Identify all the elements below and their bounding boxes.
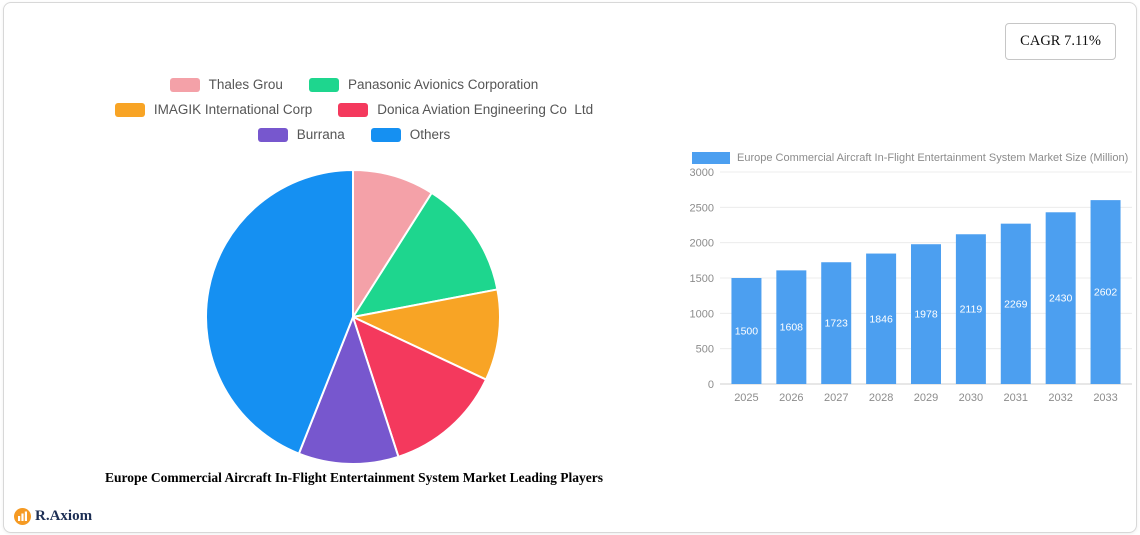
bar-legend-swatch-icon (692, 152, 730, 164)
bar[interactable] (776, 270, 807, 384)
y-axis-tick-label: 2500 (690, 202, 714, 214)
pie-legend: Thales Grou Panasonic Avionics Corporatio… (64, 77, 644, 142)
bar[interactable] (1045, 212, 1076, 384)
x-axis-tick-label: 2025 (734, 392, 758, 404)
pie-legend-item[interactable]: Burrana (257, 127, 345, 142)
pie-legend-label: IMAGIK International Corp (153, 102, 313, 117)
pie-chart (205, 169, 502, 466)
pie-legend-item[interactable]: IMAGIK International Corp (114, 102, 313, 117)
bar-value-label: 1500 (735, 326, 759, 338)
pie-legend-swatch-icon (338, 102, 369, 117)
pie-legend-item[interactable]: Thales Grou (169, 77, 283, 92)
pie-legend-item[interactable]: Panasonic Avionics Corporation (308, 77, 539, 92)
y-axis-tick-label: 0 (708, 379, 714, 391)
bar[interactable] (866, 253, 897, 384)
bar-value-label: 2430 (1049, 293, 1073, 305)
bar-value-label: 2602 (1094, 287, 1118, 299)
pie-slice[interactable] (352, 288, 502, 381)
pie-slice[interactable] (352, 169, 433, 318)
pie-legend-label: Donica Aviation Engineering Co Ltd (377, 102, 594, 117)
bar-value-label: 2119 (960, 304, 983, 316)
pie-legend-swatch-icon (257, 127, 288, 142)
pie-slice[interactable] (205, 169, 354, 455)
pie-legend-label: Others (409, 127, 451, 142)
pie-legend-label: Burrana (296, 127, 345, 142)
x-axis-tick-label: 2027 (824, 392, 848, 404)
brand-logo: R.Axiom (14, 508, 92, 525)
pie-legend-label: Panasonic Avionics Corporation (347, 77, 539, 92)
bar[interactable] (1000, 223, 1031, 384)
pie-slice[interactable] (352, 316, 488, 458)
bar-legend-label: Europe Commercial Aircraft In-Flight Ent… (737, 152, 1129, 164)
chart-card: CAGR 7.11% Thales Grou Panasonic Avionics… (3, 2, 1137, 533)
bar-value-label: 1608 (780, 322, 804, 334)
brand-icon (14, 508, 31, 525)
bar-chart: 0 500 1000 1500 2000 2500 3000 1500 2025 1608 2026… (690, 167, 1132, 404)
bar-value-label: 1978 (914, 309, 938, 321)
bar[interactable] (911, 244, 941, 384)
x-axis-tick-label: 2030 (959, 392, 983, 404)
x-axis-tick-label: 2026 (779, 392, 803, 404)
x-axis-tick-label: 2032 (1048, 392, 1072, 404)
bar[interactable] (1090, 200, 1121, 384)
pie-legend-swatch-icon (114, 102, 145, 117)
x-axis-tick-label: 2031 (1004, 392, 1028, 404)
pie-slice[interactable] (297, 316, 400, 466)
pie-legend-item[interactable]: Others (370, 127, 451, 142)
bar[interactable] (955, 234, 986, 384)
y-axis-tick-label: 3000 (690, 167, 714, 179)
bar-value-label: 1723 (825, 318, 849, 330)
y-axis-tick-label: 1000 (690, 308, 714, 320)
bar-legend[interactable]: Europe Commercial Aircraft In-Flight Ent… (692, 152, 1128, 164)
pie-chart-title: Europe Commercial Aircraft In-Flight Ent… (105, 470, 603, 485)
x-axis-tick-label: 2029 (914, 392, 938, 404)
brand-name: R.Axiom (35, 508, 93, 524)
pie-legend-swatch-icon (308, 77, 339, 92)
y-axis-tick-label: 500 (696, 344, 714, 356)
x-axis-tick-label: 2033 (1093, 392, 1117, 404)
y-axis-tick-label: 2000 (690, 238, 714, 250)
pie-legend-swatch-icon (169, 77, 200, 92)
pie-legend-label: Thales Grou (208, 77, 283, 92)
bar-value-label: 2269 (1004, 298, 1028, 310)
bar[interactable] (821, 262, 852, 384)
pie-legend-swatch-icon (370, 127, 401, 142)
bar[interactable] (731, 278, 762, 384)
x-axis-tick-label: 2028 (869, 392, 893, 404)
y-axis-tick-label: 1500 (690, 273, 714, 285)
cagr-badge: CAGR 7.11% (1005, 23, 1116, 60)
pie-legend-item[interactable]: Donica Aviation Engineering Co Ltd (338, 102, 593, 117)
bar-value-label: 1846 (869, 313, 893, 325)
pie-slice[interactable] (352, 191, 499, 318)
